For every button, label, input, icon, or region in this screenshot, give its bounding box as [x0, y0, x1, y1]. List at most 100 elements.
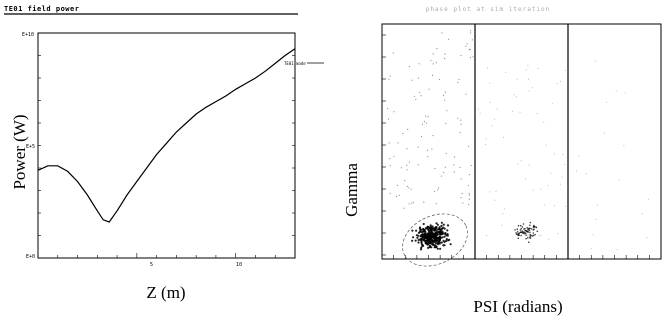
- phase-point: [519, 231, 521, 233]
- phase-point: [421, 123, 423, 125]
- phase-point: [529, 221, 532, 224]
- phase-point: [432, 236, 435, 239]
- phase-point: [427, 246, 430, 249]
- phase-point: [438, 232, 441, 235]
- phase-point: [419, 248, 423, 251]
- phase-point: [529, 233, 532, 236]
- phase-point: [623, 145, 625, 147]
- phase-particle-points: [387, 30, 649, 251]
- phase-point: [495, 190, 497, 192]
- phase-point: [460, 178, 462, 180]
- phase-point: [415, 229, 418, 232]
- phase-point: [427, 156, 429, 158]
- phase-point: [457, 81, 459, 84]
- phase-point: [519, 231, 522, 233]
- phase-point: [462, 202, 464, 204]
- phase-point: [434, 167, 436, 170]
- phase-point: [439, 247, 442, 250]
- phase-point: [523, 231, 526, 234]
- phase-point: [392, 52, 394, 54]
- phase-point: [424, 231, 427, 234]
- phase-point: [434, 242, 438, 245]
- phase-point: [411, 229, 414, 232]
- phase-point: [442, 223, 445, 226]
- phase-point: [536, 230, 539, 233]
- phase-point: [435, 230, 438, 233]
- phase-point: [527, 228, 529, 230]
- phase-point: [435, 62, 437, 64]
- phase-point: [532, 189, 534, 191]
- phase-point: [435, 203, 437, 205]
- phase-point: [516, 228, 519, 230]
- phase-point: [443, 227, 446, 230]
- phase-point: [393, 155, 395, 157]
- x-tick-label-5: 5: [150, 262, 153, 268]
- phase-point: [432, 135, 434, 137]
- phase-point: [494, 199, 496, 201]
- power-chart-title: TE01 field power: [4, 5, 79, 13]
- phase-point: [529, 231, 531, 234]
- phase-point: [559, 183, 561, 185]
- phase-point: [489, 82, 491, 84]
- phase-point: [561, 176, 563, 178]
- phase-point: [641, 213, 643, 215]
- phase-point: [535, 226, 537, 228]
- phase-point: [443, 171, 445, 174]
- phase-point: [408, 187, 410, 189]
- phase-point: [538, 235, 540, 237]
- phase-point: [441, 32, 443, 34]
- phase-point: [437, 237, 440, 240]
- phase-point: [470, 32, 472, 34]
- phase-point: [487, 67, 488, 69]
- phase-point: [440, 241, 443, 244]
- phase-point: [408, 66, 411, 68]
- phase-point: [446, 229, 449, 232]
- phase-point: [595, 219, 597, 220]
- phase-point: [431, 233, 434, 236]
- phase-point: [528, 90, 530, 92]
- phase-point: [514, 229, 516, 231]
- phase-point: [425, 242, 428, 245]
- phase-point: [453, 164, 455, 166]
- phase-point: [428, 235, 431, 238]
- phase-point: [440, 221, 443, 224]
- phase-point: [434, 228, 437, 231]
- power-axis-ticks: [37, 32, 296, 259]
- phase-point: [436, 223, 439, 226]
- power-y-axis-label: Power (W): [10, 114, 29, 189]
- phase-point: [472, 56, 474, 58]
- phase-point: [528, 78, 529, 80]
- phase-point: [594, 60, 596, 62]
- phase-point: [414, 239, 417, 242]
- phase-point: [446, 110, 448, 112]
- phase-point: [425, 236, 428, 239]
- phase-point: [528, 229, 531, 231]
- phase-point: [437, 189, 439, 191]
- phase-point: [427, 241, 430, 244]
- phase-point: [438, 242, 441, 245]
- phase-point: [470, 164, 472, 167]
- phase-point: [443, 94, 445, 96]
- phase-point: [400, 167, 402, 169]
- phase-point: [532, 232, 535, 234]
- phase-point: [556, 83, 558, 84]
- phase-point: [501, 224, 503, 226]
- phase-point: [441, 236, 444, 239]
- phase-point: [421, 235, 424, 238]
- phase-point: [442, 239, 445, 242]
- phase-point: [417, 231, 420, 234]
- phase-point: [413, 95, 415, 97]
- phase-point: [477, 108, 479, 110]
- phase-point: [468, 203, 470, 206]
- phase-point: [585, 173, 587, 175]
- phase-point: [505, 71, 507, 73]
- phase-point: [519, 224, 522, 227]
- phase-point: [460, 123, 462, 125]
- phase-point: [396, 184, 398, 186]
- phase-point: [562, 154, 564, 155]
- phase-point: [528, 164, 530, 166]
- phase-point: [412, 201, 414, 203]
- phase-point: [485, 234, 487, 236]
- phase-point: [565, 69, 567, 71]
- phase-point: [522, 223, 525, 225]
